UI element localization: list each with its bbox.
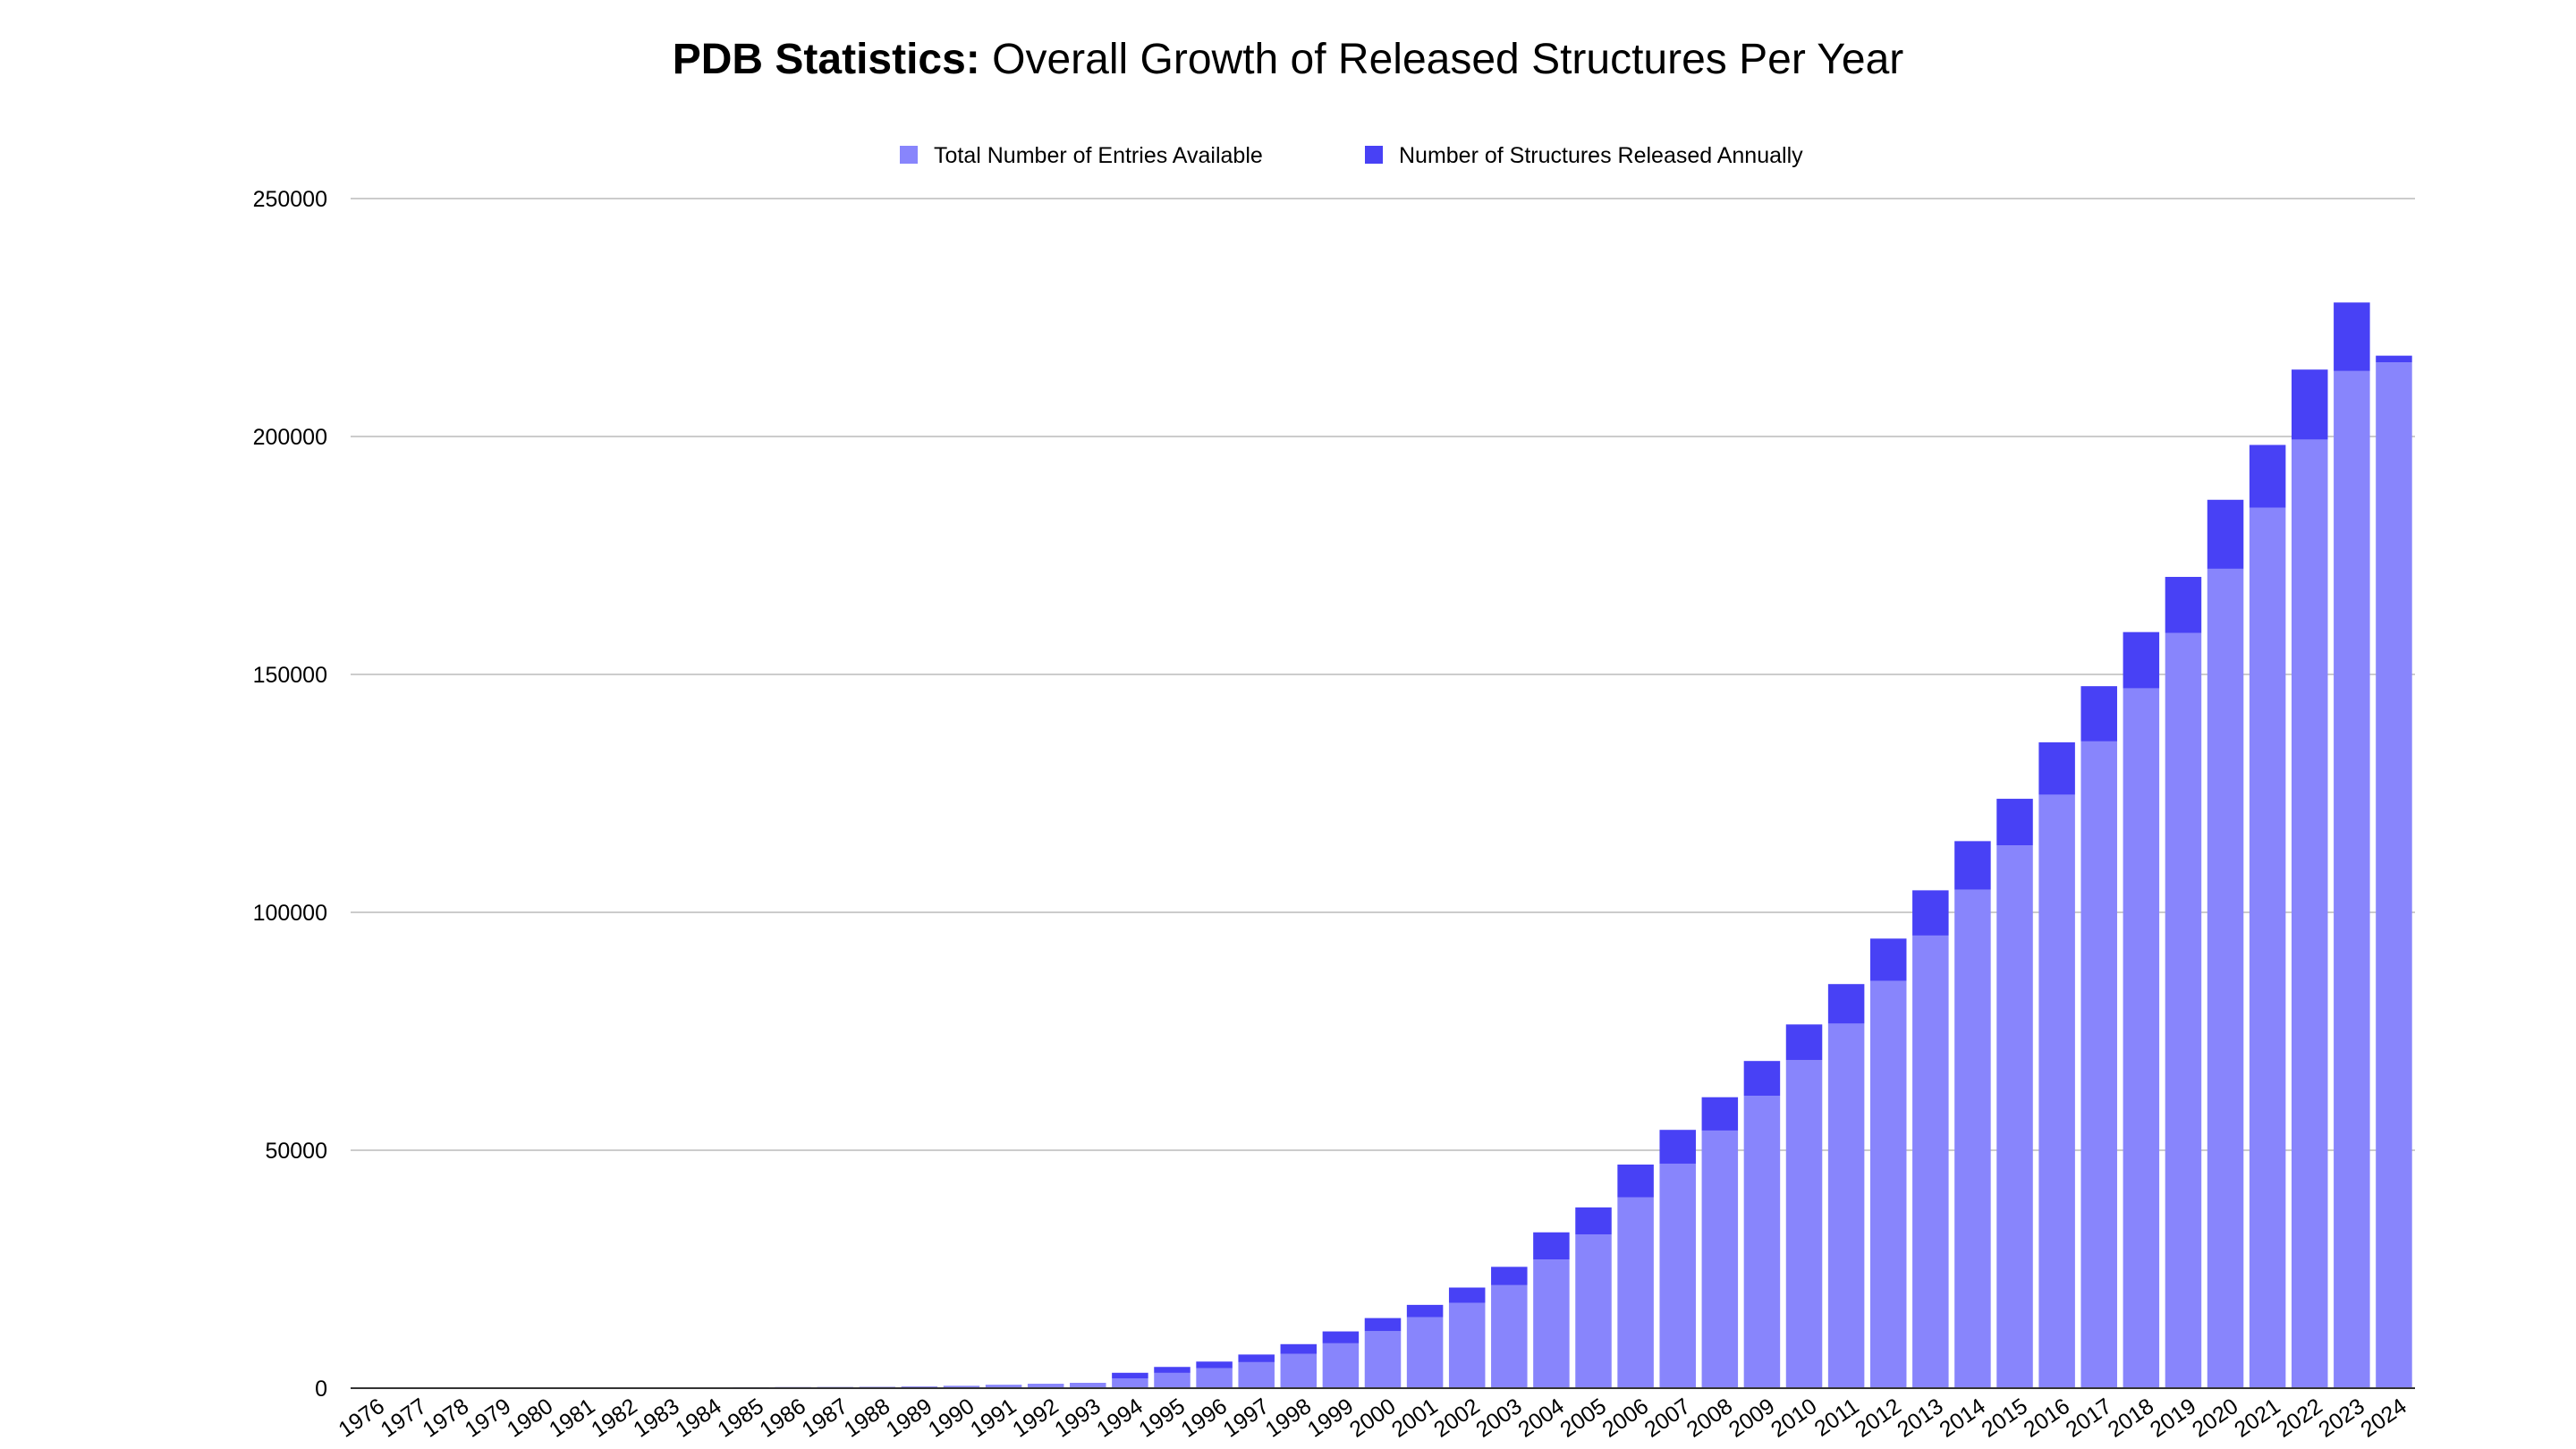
legend-swatch-released-annually xyxy=(1365,146,1383,164)
bar-released-annually-2017 xyxy=(2080,686,2117,741)
bar-released-annually-2015 xyxy=(1996,799,2033,846)
bar-total-entries-2024 xyxy=(2376,362,2412,1389)
bar-released-annually-1996 xyxy=(1196,1361,1233,1368)
y-tick-label: 100000 xyxy=(253,901,327,926)
bar-total-entries-2008 xyxy=(1701,1130,1739,1388)
bar-total-entries-1996 xyxy=(1196,1368,1233,1388)
bar-released-annually-2018 xyxy=(2123,631,2160,689)
y-tick-label: 50000 xyxy=(265,1139,327,1164)
bar-total-entries-2013 xyxy=(1912,935,1949,1388)
bars xyxy=(353,302,2412,1389)
bar-released-annually-2003 xyxy=(1491,1267,1528,1285)
bar-total-entries-2007 xyxy=(1659,1163,1696,1388)
bar-released-annually-2007 xyxy=(1659,1130,1696,1164)
x-axis-ticks: 1976197719781979198019811982198319841985… xyxy=(334,1394,2411,1443)
bar-total-entries-2011 xyxy=(1827,1023,1865,1388)
bar-total-entries-2004 xyxy=(1533,1259,1570,1388)
bar-released-annually-2009 xyxy=(1743,1061,1781,1097)
bar-total-entries-1998 xyxy=(1280,1353,1318,1388)
bar-total-entries-2005 xyxy=(1575,1234,1612,1388)
bar-total-entries-1994 xyxy=(1112,1378,1148,1388)
bar-total-entries-2009 xyxy=(1743,1096,1781,1388)
chart-title-bold: PDB Statistics: xyxy=(673,36,980,83)
bar-total-entries-2023 xyxy=(2334,370,2370,1388)
bar-released-annually-2020 xyxy=(2207,499,2244,569)
bar-total-entries-1993 xyxy=(1070,1383,1106,1388)
x-tick-label: 2024 xyxy=(2356,1394,2411,1443)
bar-total-entries-1999 xyxy=(1322,1343,1360,1388)
bar-total-entries-2016 xyxy=(2038,794,2075,1388)
legend-label-total-entries: Total Number of Entries Available xyxy=(934,143,1263,168)
bar-total-entries-2012 xyxy=(1869,980,1907,1388)
bar-total-entries-1997 xyxy=(1238,1361,1275,1388)
bar-released-annually-1994 xyxy=(1112,1372,1148,1379)
legend: Total Number of Entries Available Number… xyxy=(900,143,1803,168)
bar-total-entries-2020 xyxy=(2207,568,2244,1388)
bar-total-entries-2019 xyxy=(2165,632,2202,1388)
bar-total-entries-2001 xyxy=(1406,1317,1444,1388)
bar-released-annually-2023 xyxy=(2334,302,2370,371)
bar-total-entries-2014 xyxy=(1954,889,1991,1388)
bar-total-entries-2002 xyxy=(1448,1302,1486,1388)
bar-released-annually-2014 xyxy=(1954,841,1991,890)
bar-released-annually-2008 xyxy=(1701,1097,1739,1131)
bar-released-annually-1998 xyxy=(1280,1343,1318,1354)
bar-total-entries-2015 xyxy=(1996,845,2033,1388)
bar-total-entries-1991 xyxy=(985,1385,1022,1388)
bar-total-entries-2021 xyxy=(2249,507,2286,1388)
bar-released-annually-2010 xyxy=(1785,1024,1823,1061)
bar-released-annually-2012 xyxy=(1869,938,1907,981)
bar-released-annually-2019 xyxy=(2165,576,2202,633)
y-tick-label: 150000 xyxy=(253,663,327,688)
bar-total-entries-2006 xyxy=(1617,1197,1654,1388)
y-tick-label: 250000 xyxy=(253,187,327,212)
bar-released-annually-1997 xyxy=(1238,1354,1275,1362)
y-tick-label: 200000 xyxy=(253,425,327,450)
y-tick-label: 0 xyxy=(315,1377,327,1402)
bar-total-entries-1995 xyxy=(1154,1372,1191,1388)
bar-total-entries-2000 xyxy=(1364,1331,1402,1388)
bar-released-annually-2004 xyxy=(1533,1232,1570,1260)
bar-released-annually-2016 xyxy=(2038,741,2075,795)
bar-released-annually-2005 xyxy=(1575,1207,1612,1235)
bar-released-annually-2006 xyxy=(1617,1164,1654,1198)
bar-released-annually-2000 xyxy=(1364,1318,1402,1332)
bar-total-entries-1992 xyxy=(1027,1384,1064,1388)
bar-released-annually-2001 xyxy=(1406,1304,1444,1318)
legend-label-released-annually: Number of Structures Released Annually xyxy=(1399,143,1803,168)
chart-title: PDB Statistics: Overall Growth of Releas… xyxy=(673,36,1904,83)
bar-released-annually-2021 xyxy=(2249,445,2286,508)
legend-swatch-total-entries xyxy=(900,146,918,164)
bar-released-annually-2002 xyxy=(1448,1287,1486,1303)
bar-total-entries-2018 xyxy=(2123,688,2160,1388)
bar-released-annually-1999 xyxy=(1322,1331,1360,1343)
y-axis-ticks: 0 50000 100000 150000 200000 250000 xyxy=(253,187,327,1402)
chart-title-rest: Overall Growth of Released Structures Pe… xyxy=(980,36,1904,83)
bar-total-entries-1990 xyxy=(943,1385,980,1388)
bar-released-annually-1995 xyxy=(1154,1367,1191,1373)
bar-total-entries-2010 xyxy=(1785,1060,1823,1388)
bar-released-annually-2011 xyxy=(1827,984,1865,1024)
bar-total-entries-2017 xyxy=(2080,741,2117,1388)
bar-released-annually-2024 xyxy=(2376,355,2412,363)
bar-total-entries-2003 xyxy=(1491,1284,1528,1388)
bar-released-annually-2022 xyxy=(2291,369,2328,440)
bar-released-annually-2013 xyxy=(1912,890,1949,936)
bar-total-entries-2022 xyxy=(2291,439,2328,1388)
